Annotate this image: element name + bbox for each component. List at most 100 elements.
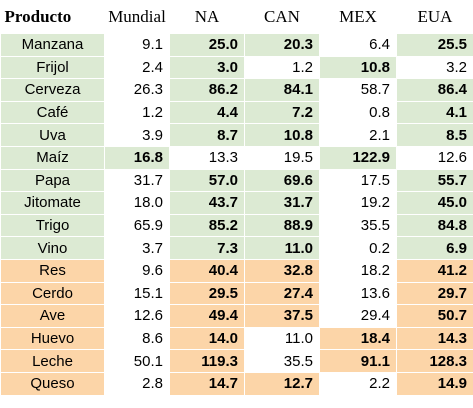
table-row: Papa 31.7 57.0 69.6 17.5 55.7 (0, 168, 473, 193)
mex-value: 29.4 (319, 304, 397, 328)
table-row: Vino 3.7 7.3 11.0 0.2 6.9 (0, 236, 473, 260)
product-name: Jitomate (0, 191, 105, 215)
can-value: 19.5 (244, 145, 320, 170)
header-mundial: Mundial (104, 0, 170, 34)
can-value: 31.7 (244, 191, 320, 215)
mex-value: 18.4 (319, 326, 397, 351)
table-row: Huevo 8.6 14.0 11.0 18.4 14.3 (0, 326, 473, 351)
can-value: 35.5 (244, 349, 320, 373)
mundial-value: 2.4 (104, 55, 170, 80)
mundial-value: 50.1 (104, 349, 170, 373)
table-row: Cerdo 15.1 29.5 27.4 13.6 29.7 (0, 281, 473, 306)
product-name: Cerveza (0, 78, 105, 102)
na-value: 13.3 (169, 145, 245, 170)
consumption-table: Producto Mundial NA CAN MEX EUA Manzana 9… (0, 0, 473, 396)
mundial-value: 3.7 (104, 236, 170, 260)
na-value: 14.7 (169, 371, 245, 396)
can-value: 10.8 (244, 123, 320, 147)
na-value: 4.4 (169, 100, 245, 125)
table-row: Uva 3.9 8.7 10.8 2.1 8.5 (0, 123, 473, 147)
can-value: 37.5 (244, 304, 320, 328)
can-value: 11.0 (244, 326, 320, 351)
na-value: 85.2 (169, 213, 245, 238)
na-value: 49.4 (169, 304, 245, 328)
product-name: Maíz (0, 145, 105, 170)
header-na: NA (169, 0, 245, 34)
mex-value: 2.1 (319, 123, 397, 147)
eua-value: 45.0 (396, 191, 473, 215)
eua-value: 84.8 (396, 213, 473, 238)
product-name: Papa (0, 168, 105, 193)
na-value: 119.3 (169, 349, 245, 373)
mundial-value: 1.2 (104, 100, 170, 125)
mundial-value: 65.9 (104, 213, 170, 238)
header-eua: EUA (396, 0, 473, 34)
eua-value: 25.5 (396, 33, 473, 57)
eua-value: 86.4 (396, 78, 473, 102)
header-producto: Producto (0, 0, 105, 34)
eua-value: 3.2 (396, 55, 473, 80)
table-row: Res 9.6 40.4 32.8 18.2 41.2 (0, 258, 473, 283)
mex-value: 35.5 (319, 213, 397, 238)
table-row: Café 1.2 4.4 7.2 0.8 4.1 (0, 100, 473, 125)
eua-value: 128.3 (396, 349, 473, 373)
mex-value: 0.8 (319, 100, 397, 125)
product-name: Trigo (0, 213, 105, 238)
product-name: Frijol (0, 55, 105, 80)
mundial-value: 9.1 (104, 33, 170, 57)
product-name: Huevo (0, 326, 105, 351)
mex-value: 17.5 (319, 168, 397, 193)
mex-value: 13.6 (319, 281, 397, 306)
header-row: Producto Mundial NA CAN MEX EUA (0, 0, 473, 34)
eua-value: 55.7 (396, 168, 473, 193)
product-name: Manzana (0, 33, 105, 57)
can-value: 69.6 (244, 168, 320, 193)
mex-value: 6.4 (319, 33, 397, 57)
header-mex: MEX (319, 0, 397, 34)
na-value: 7.3 (169, 236, 245, 260)
eua-value: 12.6 (396, 145, 473, 170)
table-header: Producto Mundial NA CAN MEX EUA (0, 0, 473, 34)
na-value: 3.0 (169, 55, 245, 80)
can-value: 84.1 (244, 78, 320, 102)
eua-value: 4.1 (396, 100, 473, 125)
product-name: Ave (0, 304, 105, 328)
mundial-value: 15.1 (104, 281, 170, 306)
eua-value: 14.3 (396, 326, 473, 351)
product-name: Cerdo (0, 281, 105, 306)
can-value: 7.2 (244, 100, 320, 125)
table-row: Leche 50.1 119.3 35.5 91.1 128.3 (0, 349, 473, 373)
table-row: Jitomate 18.0 43.7 31.7 19.2 45.0 (0, 191, 473, 215)
mundial-value: 31.7 (104, 168, 170, 193)
product-name: Vino (0, 236, 105, 260)
table-row: Ave 12.6 49.4 37.5 29.4 50.7 (0, 304, 473, 328)
product-name: Café (0, 100, 105, 125)
can-value: 27.4 (244, 281, 320, 306)
table-row: Maíz 16.8 13.3 19.5 122.9 12.6 (0, 145, 473, 170)
product-name: Uva (0, 123, 105, 147)
mundial-value: 16.8 (104, 145, 170, 170)
mex-value: 18.2 (319, 258, 397, 283)
header-can: CAN (244, 0, 320, 34)
eua-value: 6.9 (396, 236, 473, 260)
na-value: 14.0 (169, 326, 245, 351)
eua-value: 14.9 (396, 371, 473, 396)
na-value: 8.7 (169, 123, 245, 147)
mex-value: 0.2 (319, 236, 397, 260)
mundial-value: 9.6 (104, 258, 170, 283)
na-value: 40.4 (169, 258, 245, 283)
eua-value: 41.2 (396, 258, 473, 283)
na-value: 43.7 (169, 191, 245, 215)
mex-value: 58.7 (319, 78, 397, 102)
product-name: Leche (0, 349, 105, 373)
can-value: 20.3 (244, 33, 320, 57)
na-value: 86.2 (169, 78, 245, 102)
eua-value: 50.7 (396, 304, 473, 328)
can-value: 88.9 (244, 213, 320, 238)
mundial-value: 2.8 (104, 371, 170, 396)
can-value: 11.0 (244, 236, 320, 260)
mex-value: 10.8 (319, 55, 397, 80)
table-body: Manzana 9.1 25.0 20.3 6.4 25.5 Frijol 2.4 3.0 1.2… (0, 33, 473, 396)
table-row: Cerveza 26.3 86.2 84.1 58.7 86.4 (0, 78, 473, 102)
eua-value: 29.7 (396, 281, 473, 306)
